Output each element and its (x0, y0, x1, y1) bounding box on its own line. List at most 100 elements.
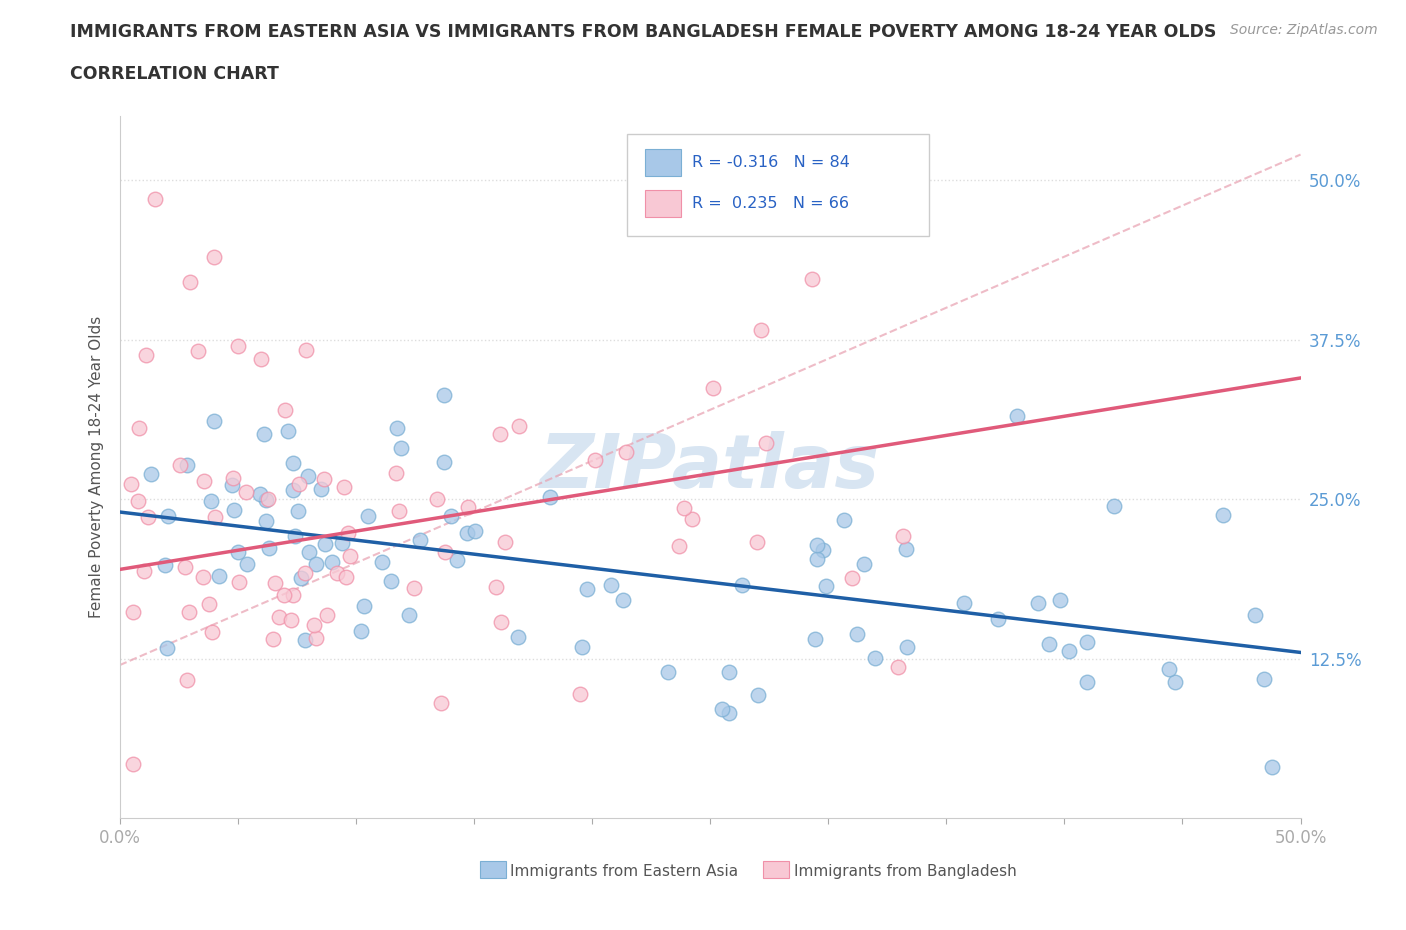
Point (1028, 595, 1050, 610)
Point (583, 453, 606, 468)
Point (702, 381, 724, 396)
Point (380, 574, 402, 589)
Point (456, 525, 478, 540)
Point (312, 472, 335, 486)
Point (409, 533, 432, 548)
Point (388, 504, 411, 519)
Point (845, 627, 868, 642)
Bar (479, 860, 506, 878)
Point (575, 581, 598, 596)
Point (290, 570, 312, 585)
Point (288, 477, 311, 492)
Point (371, 554, 394, 569)
Point (134, 564, 156, 578)
Point (668, 538, 690, 553)
Point (494, 534, 516, 549)
Point (294, 565, 316, 580)
Point (202, 414, 225, 429)
Text: ZIPatlas: ZIPatlas (540, 431, 880, 504)
Bar (763, 860, 789, 878)
Point (433, 387, 456, 402)
Point (136, 510, 159, 525)
Point (309, 481, 332, 496)
Point (853, 557, 876, 572)
Text: R =  0.235   N = 66: R = 0.235 N = 66 (692, 196, 849, 211)
Point (254, 493, 277, 508)
Point (127, 494, 149, 509)
Point (201, 624, 224, 639)
Point (198, 597, 221, 612)
Point (153, 557, 176, 572)
Point (508, 419, 530, 434)
Point (187, 343, 209, 358)
Point (267, 610, 290, 625)
Point (718, 706, 741, 721)
Point (193, 473, 215, 488)
Point (800, 272, 823, 286)
Point (337, 525, 360, 540)
Point (204, 510, 226, 525)
Text: R = -0.316   N = 84: R = -0.316 N = 84 (692, 155, 851, 170)
Point (1005, 409, 1028, 424)
Point (357, 509, 380, 524)
Point (314, 537, 336, 551)
Point (249, 486, 271, 501)
Point (281, 456, 304, 471)
Point (1164, 675, 1187, 690)
Text: Immigrants from Eastern Asia: Immigrants from Eastern Asia (510, 864, 738, 879)
Point (952, 596, 974, 611)
Point (179, 274, 201, 289)
Point (305, 556, 328, 571)
Point (257, 492, 280, 507)
Point (832, 512, 855, 527)
Point (297, 469, 319, 484)
Point (176, 458, 198, 472)
Point (464, 524, 486, 538)
Point (673, 500, 696, 515)
Point (402, 580, 425, 595)
Point (433, 455, 456, 470)
Bar (645, 190, 681, 217)
Point (806, 552, 828, 567)
Point (718, 664, 741, 679)
Point (398, 607, 420, 622)
Point (191, 570, 214, 585)
Point (894, 541, 917, 556)
Point (815, 578, 838, 593)
Point (262, 632, 284, 647)
Point (1159, 662, 1181, 677)
Point (614, 445, 637, 459)
Point (891, 528, 914, 543)
Point (330, 536, 353, 551)
Bar (645, 149, 681, 176)
Point (987, 611, 1010, 626)
Point (804, 631, 827, 646)
Point (657, 664, 679, 679)
Point (389, 441, 412, 456)
Point (485, 579, 508, 594)
Point (841, 571, 863, 586)
Point (1244, 607, 1267, 622)
Point (339, 549, 361, 564)
Y-axis label: Female Poverty Among 18-24 Year Olds: Female Poverty Among 18-24 Year Olds (89, 316, 104, 618)
Point (298, 545, 321, 560)
Point (326, 565, 349, 580)
Point (811, 542, 834, 557)
Point (253, 427, 276, 442)
Point (208, 569, 231, 584)
Point (122, 756, 145, 771)
Point (176, 672, 198, 687)
Point (135, 348, 157, 363)
Point (887, 659, 910, 674)
Point (120, 477, 142, 492)
Text: CORRELATION CHART: CORRELATION CHART (70, 65, 280, 83)
Point (235, 485, 257, 499)
Point (896, 640, 918, 655)
Point (538, 490, 561, 505)
Point (157, 509, 180, 524)
Point (387, 420, 409, 435)
Point (747, 535, 769, 550)
Point (277, 424, 299, 439)
Point (128, 421, 150, 436)
Point (599, 578, 621, 592)
